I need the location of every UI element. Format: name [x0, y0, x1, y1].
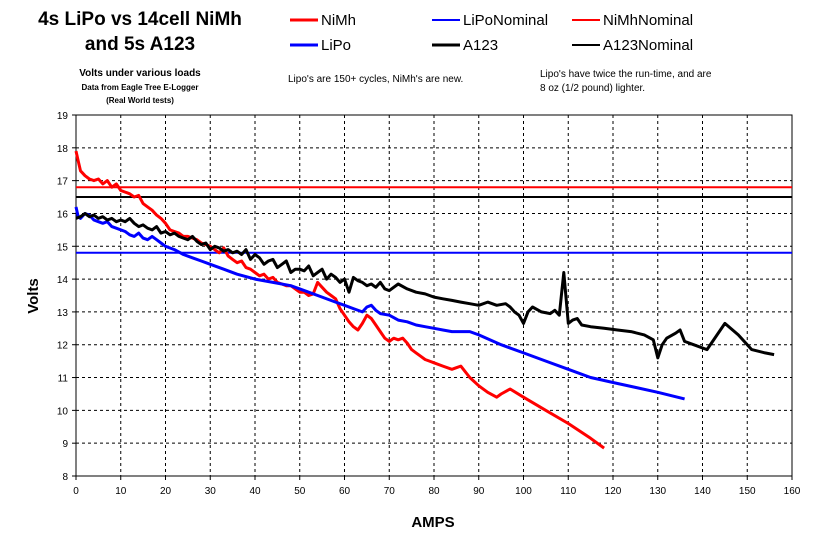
- chart-title-line-1: 4s LiPo vs 14cell NiMh: [38, 9, 242, 30]
- x-tick-label-70: 70: [384, 486, 396, 497]
- legend-label-a123: A123: [463, 37, 498, 54]
- series-group: [74, 150, 792, 450]
- annotation-runtime-line-2: 8 oz (1/2 pound) lighter.: [540, 83, 645, 94]
- legend-label-nimhnominal: NiMhNominal: [603, 12, 693, 29]
- x-tick-label-130: 130: [649, 486, 666, 497]
- annotation-runtime-line-1: Lipo's have twice the run-time, and are: [540, 69, 712, 80]
- x-tick-label-80: 80: [428, 486, 440, 497]
- x-tick-label-90: 90: [473, 486, 485, 497]
- y-tick-label-13: 13: [57, 308, 69, 319]
- y-tick-label-11: 11: [58, 374, 69, 385]
- x-tick-label-110: 110: [560, 486, 576, 497]
- y-tick-label-19: 19: [57, 111, 69, 122]
- y-axis-ticks: 8 9 10 11 12 13 14 15 16 17 18 19: [57, 111, 76, 483]
- y-tick-label-8: 8: [62, 472, 68, 483]
- y-tick-label-14: 14: [57, 275, 69, 286]
- legend-label-lipo: LiPo: [321, 37, 351, 54]
- y-tick-label-17: 17: [57, 177, 69, 188]
- x-tick-label-120: 120: [605, 486, 622, 497]
- x-tick-label-10: 10: [115, 486, 127, 497]
- legend-label-a123nominal: A123Nominal: [603, 37, 693, 54]
- x-tick-label-50: 50: [294, 486, 306, 497]
- y-tick-label-12: 12: [57, 341, 69, 352]
- x-tick-label-140: 140: [694, 486, 711, 497]
- chart-subtitle-line-2: (Real World tests): [106, 96, 174, 105]
- x-tick-label-40: 40: [249, 486, 261, 497]
- grid: [76, 115, 792, 476]
- legend-label-liponominal: LiPoNominal: [463, 12, 548, 29]
- series-line-lipo: [74, 206, 685, 401]
- y-axis-title: Volts: [25, 278, 42, 314]
- y-tick-label-9: 9: [62, 439, 68, 450]
- y-tick-label-18: 18: [57, 144, 69, 155]
- chart-subtitle-line-1: Data from Eagle Tree E-Logger: [82, 83, 199, 92]
- chart-subtitle: Volts under various loads: [79, 68, 201, 79]
- chart-title-line-2: and 5s A123: [85, 34, 195, 55]
- y-tick-label-15: 15: [57, 242, 69, 253]
- series-line-a123: [75, 212, 775, 360]
- legend: NiMh LiPoNominal NiMhNominal LiPo A123 A123No…: [290, 12, 693, 54]
- x-tick-label-30: 30: [205, 486, 217, 497]
- x-tick-label-60: 60: [339, 486, 351, 497]
- y-tick-label-10: 10: [57, 406, 69, 417]
- x-tick-label-0: 0: [73, 486, 79, 497]
- x-tick-label-150: 150: [739, 486, 756, 497]
- annotation-cycles: Lipo's are 150+ cycles, NiMh's are new.: [288, 74, 463, 85]
- x-tick-label-160: 160: [784, 486, 801, 497]
- y-tick-label-16: 16: [57, 209, 69, 220]
- x-tick-label-100: 100: [515, 486, 532, 497]
- x-axis-title: AMPS: [411, 514, 454, 531]
- legend-label-nimh: NiMh: [321, 12, 356, 29]
- x-axis-ticks: 0 10 20 30 40 50 60 70 80 90 100 110 120 130 140 150 160: [73, 476, 801, 497]
- x-tick-label-20: 20: [160, 486, 172, 497]
